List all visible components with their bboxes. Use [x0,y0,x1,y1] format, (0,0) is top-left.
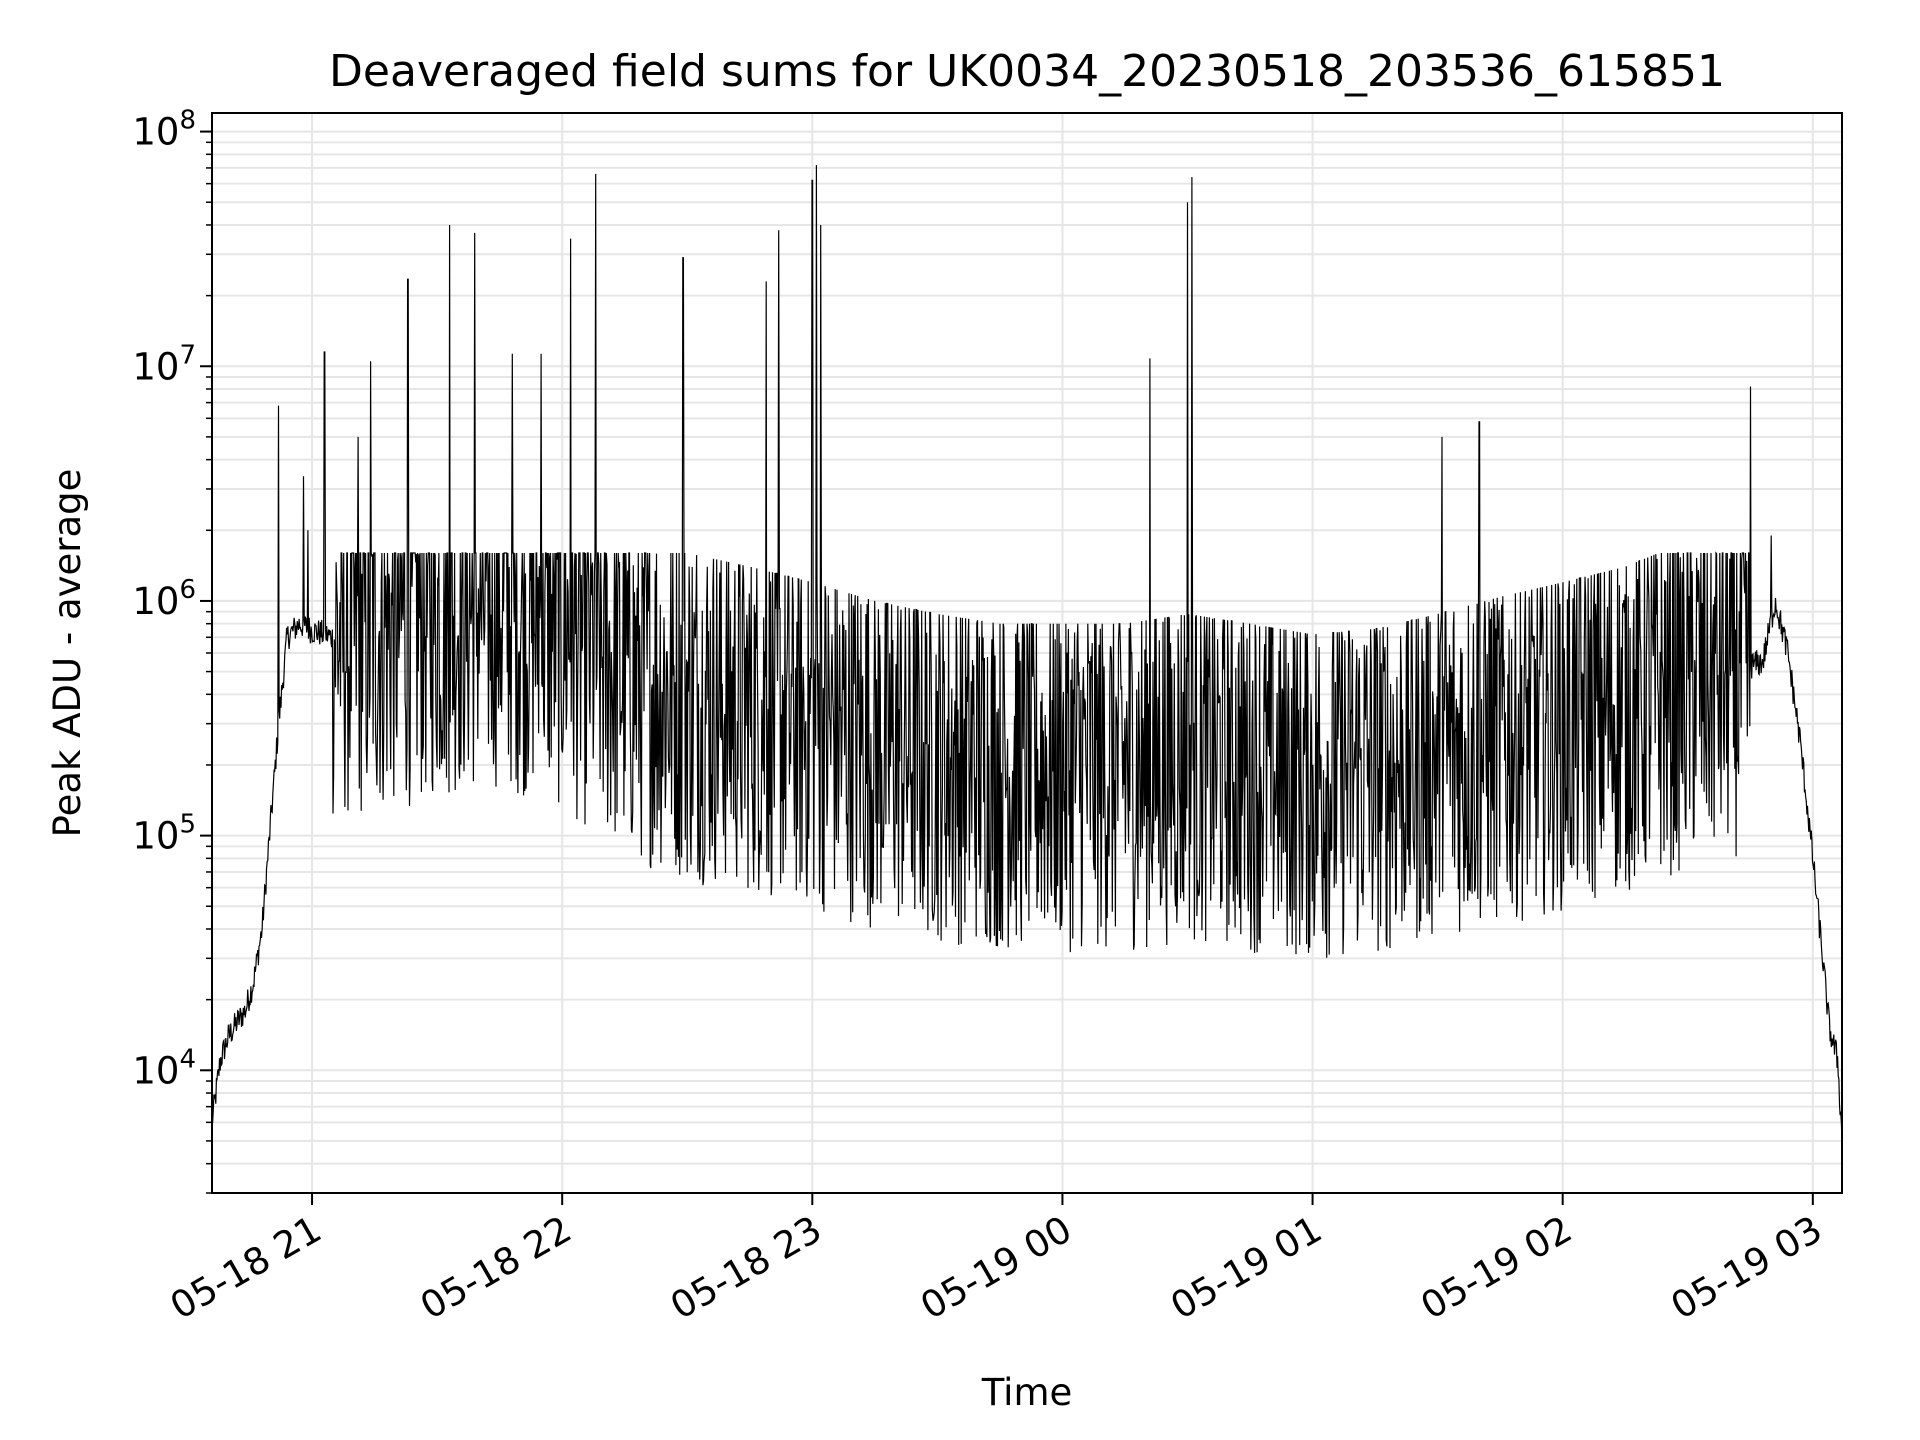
y-tick-label: 107 [132,340,196,388]
chart-title: Deaveraged field sums for UK0034_2023051… [329,46,1725,97]
y-tick-label: 106 [132,575,196,623]
plot-area [211,165,1843,1145]
y-tick-exponent: 8 [179,106,196,136]
y-tick-label: 108 [132,106,196,154]
y-tick-exponent: 7 [179,340,196,370]
y-tick-base: 10 [132,815,179,858]
y-tick-label: 105 [132,810,196,858]
x-axis-label: Time [981,1371,1073,1414]
y-tick-exponent: 5 [179,810,196,840]
y-tick-base: 10 [132,345,179,388]
y-tick-exponent: 4 [179,1044,196,1074]
y-tick-base: 10 [132,1049,179,1092]
y-tick-base: 10 [132,580,179,623]
y-tick-exponent: 6 [179,575,196,605]
y-tick-base: 10 [132,111,179,154]
y-axis-label: Peak ADU - average [46,469,89,838]
data-series-line [211,165,1843,1145]
y-tick-label: 104 [132,1044,196,1092]
